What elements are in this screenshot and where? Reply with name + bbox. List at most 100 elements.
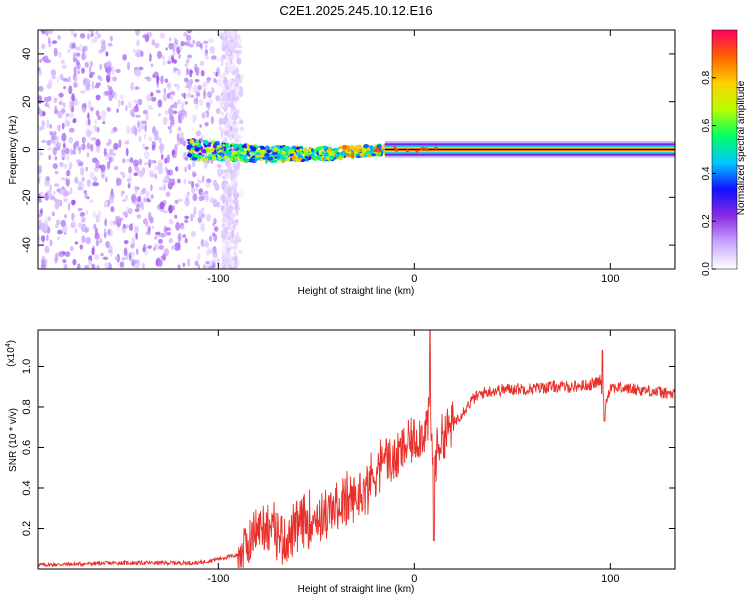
heatmap-cell — [393, 146, 397, 150]
snr-panel: -100 0 100 0.2 0.4 0.6 0.8 1.0 Height of strai… — [5, 329, 676, 595]
heatmap-cell — [206, 102, 211, 110]
heatmap-cell — [114, 93, 118, 100]
heatmap-cell — [65, 112, 70, 118]
heatmap-cell — [91, 81, 95, 90]
heatmap-cell — [51, 76, 56, 80]
heatmap-cell — [92, 181, 98, 187]
heatmap-cell — [206, 178, 212, 183]
heatmap-cell — [79, 33, 86, 39]
heatmap-cell — [208, 265, 212, 269]
heatmap-cell — [125, 125, 131, 135]
heatmap-cell — [322, 145, 328, 150]
heatmap-cell — [88, 259, 91, 266]
heatmap-cell — [228, 66, 234, 73]
heatmap-cell — [375, 146, 379, 150]
heatmap-cell — [208, 235, 213, 242]
heatmap-cell — [193, 206, 197, 216]
heatmap-cell — [168, 42, 174, 50]
heatmap-cell — [201, 112, 206, 119]
heatmap-cell — [168, 218, 174, 225]
heatmap-cell — [105, 142, 111, 147]
heatmap-cell — [238, 155, 244, 159]
heatmap-cell — [195, 41, 201, 47]
heatmap-cell — [106, 66, 112, 73]
heatmap-cell — [212, 71, 216, 75]
heatmap-cell — [221, 181, 224, 191]
snr-y-axis-label: SNR (10 * v/v) — [8, 408, 19, 472]
heatmap-cell — [116, 218, 122, 228]
heatmap-cell — [173, 59, 178, 64]
heatmap-cell — [159, 201, 165, 210]
heatmap-cell — [133, 159, 139, 167]
heatmap-cell — [195, 96, 199, 105]
heatmap-cell — [210, 116, 214, 125]
snr-y-tick-label: 0.4 — [21, 480, 33, 495]
heatmap-cell — [145, 231, 151, 236]
heatmap-cell — [205, 194, 209, 201]
heatmap-cell — [123, 247, 128, 256]
heatmap-cell — [295, 159, 302, 162]
heatmap-cell — [99, 63, 103, 70]
heatmap-cell — [229, 30, 235, 37]
heatmap-cell — [225, 145, 229, 149]
heatmap-cell — [56, 219, 61, 226]
heatmap-cell — [115, 68, 121, 74]
heatmap-cell — [136, 167, 141, 174]
heatmap-cell — [62, 163, 68, 169]
heatmap-cell — [355, 144, 359, 149]
heatmap-cell — [45, 30, 49, 37]
heatmap-cell — [93, 176, 98, 183]
heatmap-cell — [119, 261, 125, 268]
heatmap-cell — [134, 127, 138, 136]
heatmap-cell — [134, 185, 138, 195]
heatmap-cell — [220, 129, 224, 138]
heatmap-cell — [233, 158, 239, 161]
heatmap-cell — [228, 78, 233, 84]
heatmap-cell — [130, 82, 135, 91]
heatmap-cell — [208, 142, 212, 145]
heatmap-cell — [195, 130, 202, 137]
heatmap-cell — [238, 188, 244, 198]
heatmap-cell — [131, 262, 136, 266]
heatmap-cell — [201, 228, 205, 233]
heatmap-cell — [164, 78, 169, 83]
heatmap-cell — [97, 127, 100, 133]
heatmap-cell — [40, 235, 46, 242]
heatmap-cell — [200, 192, 204, 196]
heatmap-cell — [296, 146, 300, 150]
heatmap-cell — [77, 207, 83, 212]
heatmap-cell — [236, 171, 241, 176]
heatmap-cell — [66, 78, 69, 83]
heatmap-cell — [67, 202, 71, 211]
heatmap-cell — [164, 157, 168, 164]
heatmap-cell — [151, 39, 155, 46]
heatmap-cell — [168, 107, 174, 116]
heatmap-cell — [273, 159, 278, 163]
heatmap-cell — [230, 48, 234, 53]
heatmap-cell — [148, 136, 153, 142]
heatmap-cell — [313, 157, 318, 161]
heatmap-cell — [214, 226, 219, 232]
heatmap-cell — [222, 265, 227, 269]
heatmap-cell — [63, 85, 67, 90]
heatmap-cell — [154, 243, 159, 250]
heatmap-cell — [53, 47, 58, 57]
spectrogram-y-tick-label: 20 — [21, 96, 33, 108]
heatmap-cell — [194, 79, 200, 83]
heatmap-cell — [424, 147, 428, 151]
heatmap-cell — [197, 245, 200, 250]
heatmap-cell — [61, 64, 67, 70]
heatmap-cell — [145, 190, 150, 198]
heatmap-cell — [316, 155, 322, 160]
heatmap-cell — [80, 90, 86, 94]
heatmap-cell — [183, 77, 189, 83]
heatmap-cell — [226, 184, 232, 192]
heatmap-cell — [178, 198, 183, 202]
heatmap-cell — [232, 206, 235, 210]
heatmap-cell — [62, 142, 66, 149]
heatmap-cell — [311, 148, 314, 153]
heatmap-cell — [302, 147, 307, 153]
heatmap-cell — [186, 67, 189, 76]
heatmap-cell — [157, 50, 162, 60]
heatmap-cell — [74, 99, 80, 106]
